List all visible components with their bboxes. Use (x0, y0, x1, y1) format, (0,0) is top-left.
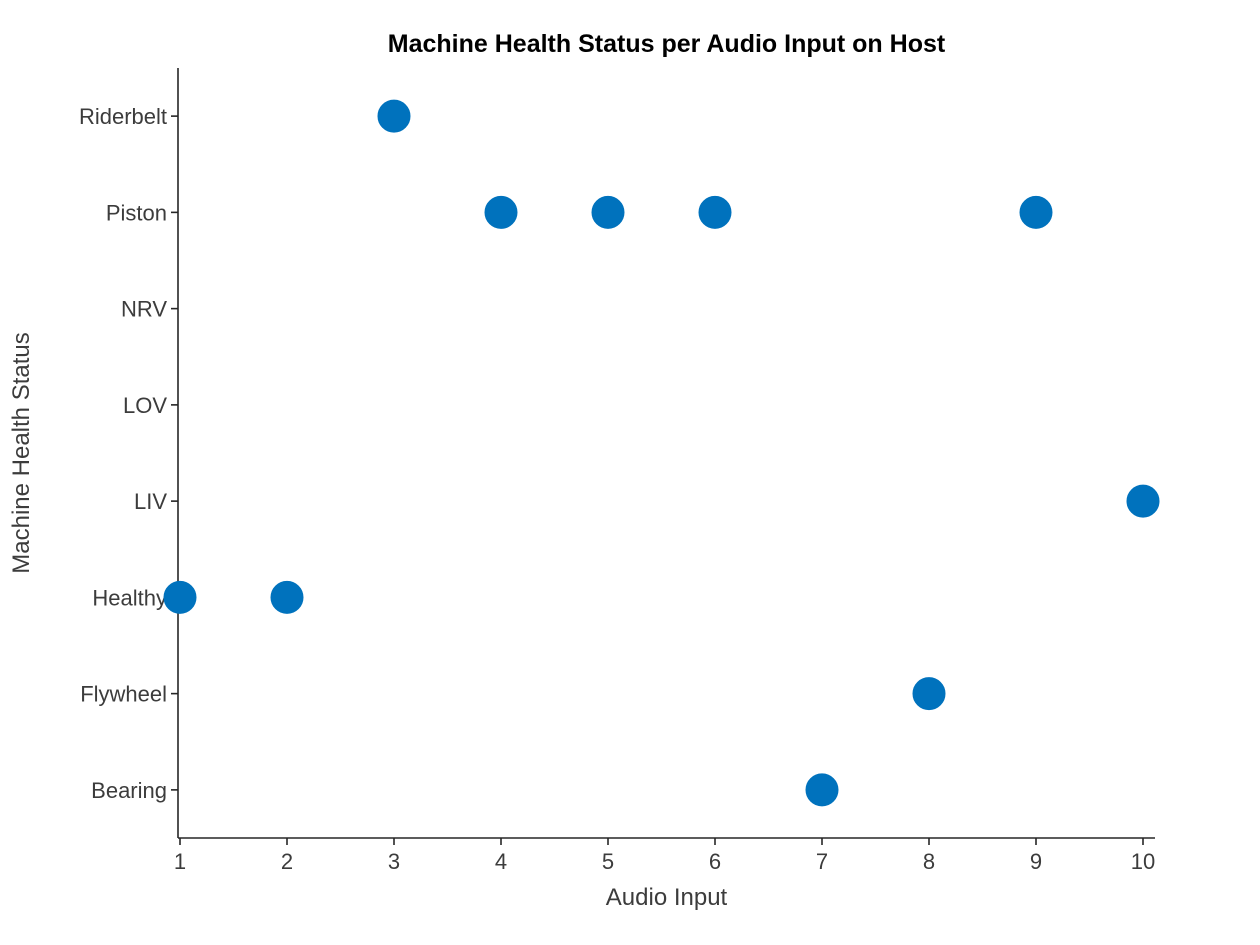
data-point (163, 580, 197, 614)
x-tick-label: 9 (1030, 849, 1042, 874)
x-tick-label: 10 (1131, 849, 1155, 874)
y-tick-label: Riderbelt (79, 104, 167, 129)
y-tick-label: LIV (134, 489, 167, 514)
y-tick-label: Healthy (92, 585, 167, 610)
data-point (1126, 484, 1160, 518)
y-tick-label: LOV (123, 393, 167, 418)
data-point (698, 195, 732, 229)
data-point (484, 195, 518, 229)
y-tick-label: NRV (121, 297, 167, 322)
x-tick-label: 4 (495, 849, 507, 874)
x-tick-label: 5 (602, 849, 614, 874)
x-tick-label: 2 (281, 849, 293, 874)
data-point (377, 99, 411, 133)
x-tick-label: 7 (816, 849, 828, 874)
data-point (805, 773, 839, 807)
data-point (270, 580, 304, 614)
x-tick-label: 6 (709, 849, 721, 874)
y-tick-label: Bearing (91, 778, 167, 803)
x-axis-title: Audio Input (605, 884, 728, 911)
chart-title: Machine Health Status per Audio Input on… (387, 30, 946, 58)
x-tick-label: 8 (923, 849, 935, 874)
data-point (912, 677, 946, 711)
y-tick-label: Piston (106, 200, 167, 225)
x-tick-label: 3 (388, 849, 400, 874)
y-tick-label: Flywheel (80, 682, 167, 707)
data-point (591, 195, 625, 229)
x-tick-label: 1 (174, 849, 186, 874)
data-point (1019, 195, 1053, 229)
